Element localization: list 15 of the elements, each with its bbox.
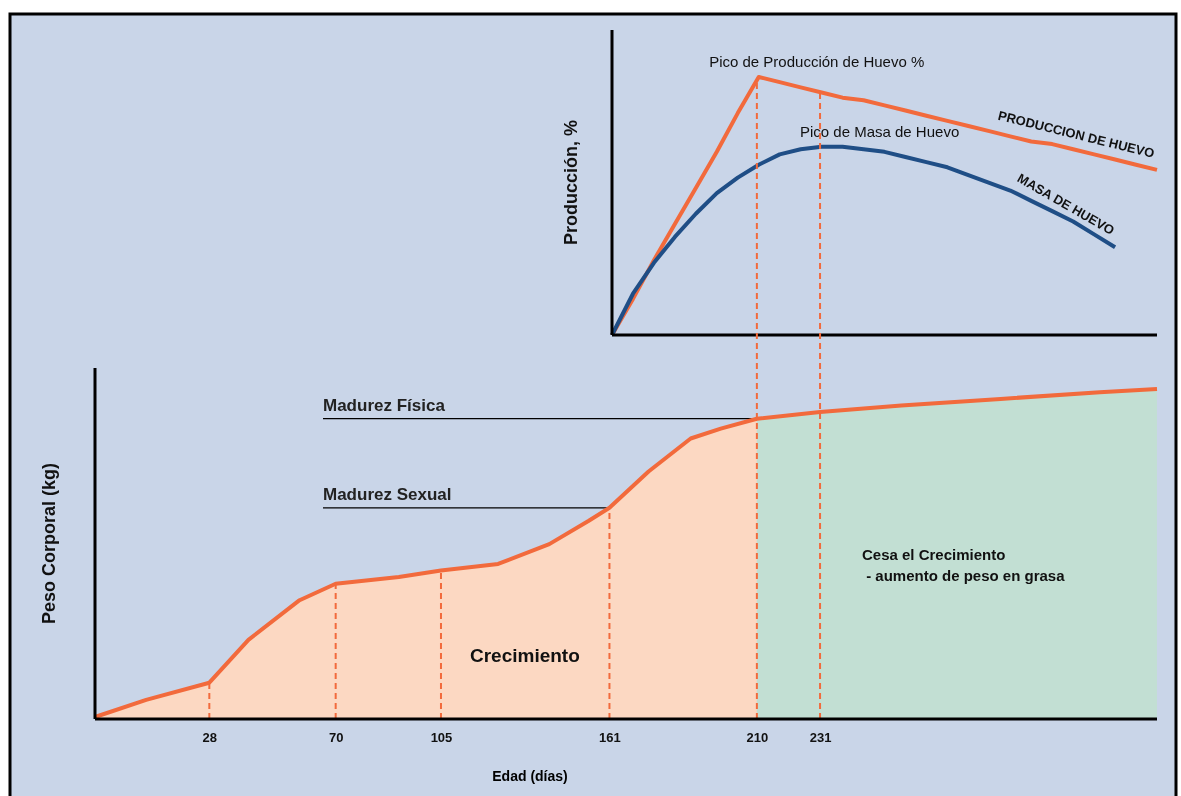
ref-line-label: Madurez Sexual (323, 484, 452, 504)
x-tick-label: 28 (202, 730, 218, 746)
annotation: Pico de Masa de Huevo (799, 122, 960, 140)
x-axis-title: Edad (días) (492, 768, 568, 784)
annotation: Cesa el Crecimiento - aumento de peso en grasa (862, 546, 1066, 584)
text: Pico de Producción de Huevo % (709, 53, 925, 70)
x-tick-label: 161 (599, 730, 621, 746)
ref-line-label: Madurez Física (323, 395, 446, 415)
x-tick-label: 70 (328, 730, 344, 746)
y-axis-title: Producción, % (561, 119, 581, 246)
y-axis-title: Peso Corporal (kg) (39, 462, 59, 625)
x-tick-label: 210 (746, 730, 769, 746)
x-tick-label: 231 (809, 730, 832, 746)
x-tick-label: 105 (430, 730, 453, 746)
annotation: Crecimiento (470, 645, 580, 666)
